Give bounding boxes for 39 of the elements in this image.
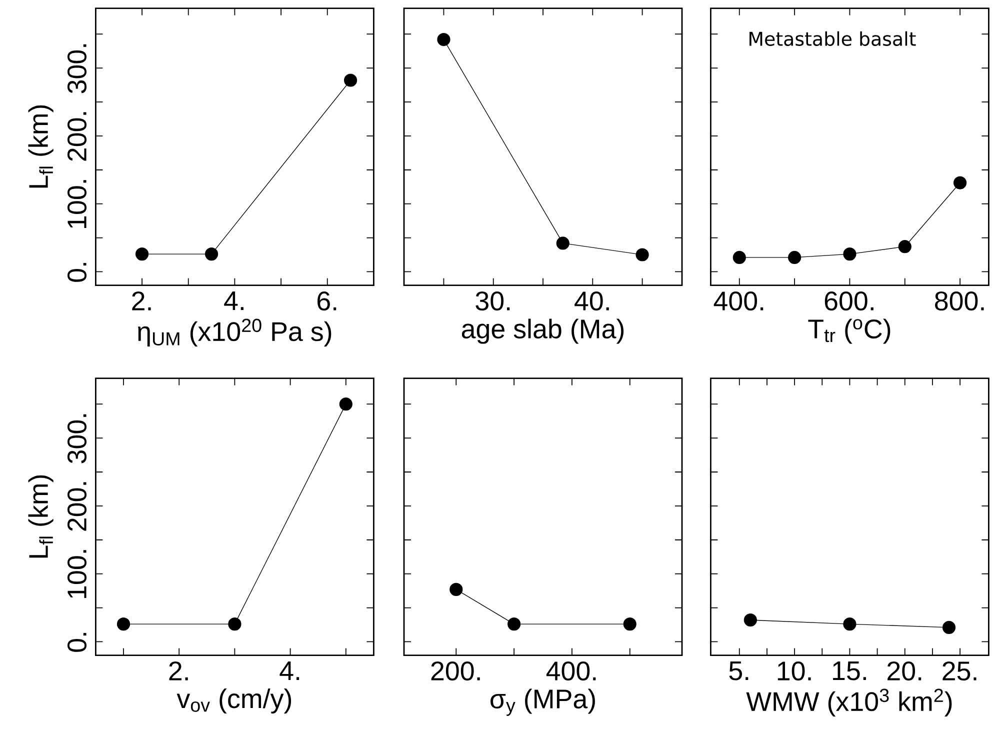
y-tick-label: 200. bbox=[67, 482, 87, 531]
x-axis-title: age slab (Ma) bbox=[462, 318, 624, 344]
x-tick-label: 10. bbox=[778, 661, 811, 681]
x-axis-title: η$_{UM}$ (x10$^{20}$ Pa s) bbox=[138, 318, 332, 346]
x-tick-label: 40. bbox=[574, 291, 609, 311]
y-axis-title: L$_{fl}$ (km) bbox=[28, 105, 54, 188]
x-tick-label: 800. bbox=[935, 291, 984, 311]
point bbox=[732, 250, 746, 264]
x-tick-label: 2. bbox=[132, 291, 151, 310]
x-tick-label: 4. bbox=[224, 291, 244, 310]
x-tick-label: 30. bbox=[476, 291, 510, 311]
x-axis-title: v$_{ov}$ (cm/y) bbox=[176, 688, 292, 714]
x-tick-label: 200. bbox=[431, 661, 480, 681]
x-tick-label: 600. bbox=[824, 291, 874, 311]
x-tick-label: 5. bbox=[729, 661, 748, 680]
x-tick-label: 2. bbox=[169, 661, 188, 680]
y-tick-label: 200. bbox=[67, 112, 87, 161]
y-tick-label: 300. bbox=[67, 44, 87, 94]
point bbox=[788, 250, 802, 264]
y-tick-label: 300. bbox=[67, 414, 87, 464]
y-tick-label: 0. bbox=[67, 262, 87, 282]
x-axis-title: σ$_{y}$ (MPa) bbox=[490, 688, 595, 716]
x-tick-label: 25. bbox=[942, 661, 976, 681]
y-tick-label: 100. bbox=[67, 180, 87, 228]
y-tick-label: 100. bbox=[67, 550, 87, 598]
y-axis-title: L$_{fl}$ (km) bbox=[28, 475, 54, 558]
annotation: Metastable basalt bbox=[750, 31, 916, 46]
x-tick-label: 15. bbox=[833, 661, 866, 680]
x-axis-title: T$_{tr}$ ($^{o}$C) bbox=[808, 318, 890, 344]
x-axis-title: WMW (x10$^{3}$ km$^{2}$) bbox=[746, 688, 952, 716]
point bbox=[898, 240, 912, 254]
x-tick-label: 20. bbox=[888, 661, 922, 681]
point bbox=[843, 248, 856, 261]
y-tick-label: 0. bbox=[67, 632, 87, 652]
x-tick-label: 6. bbox=[318, 291, 336, 311]
x-tick-label: 400. bbox=[546, 661, 596, 681]
x-tick-label: 4. bbox=[280, 661, 300, 680]
x-tick-label: 400. bbox=[714, 291, 764, 311]
point bbox=[953, 176, 967, 190]
